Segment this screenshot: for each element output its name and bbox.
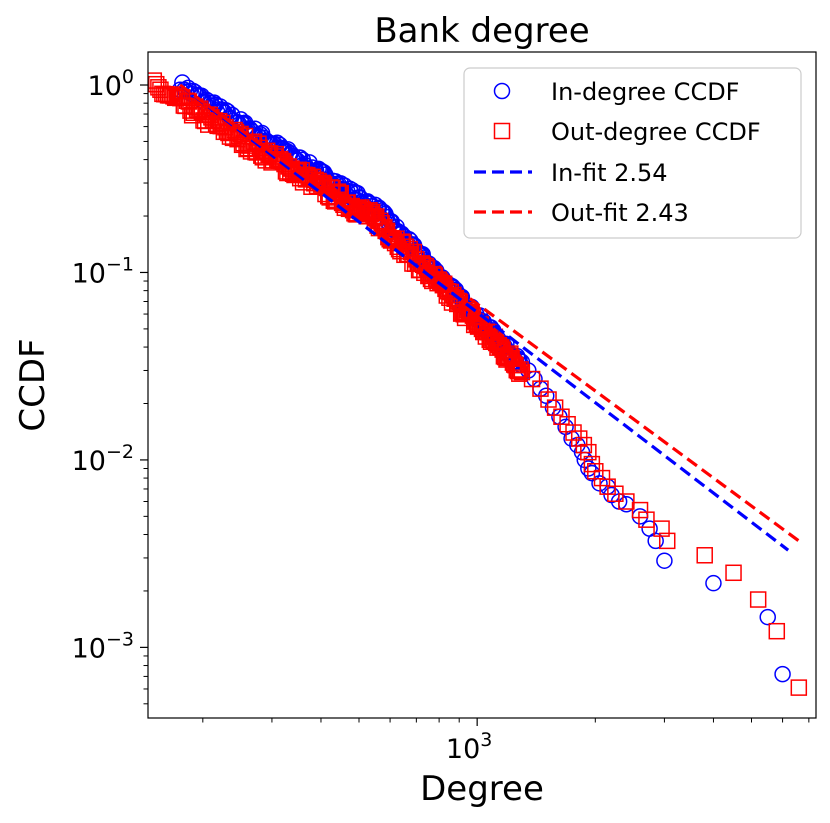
in-degree-point	[759, 608, 776, 626]
axes-frame	[147, 51, 817, 719]
out-degree-point	[631, 501, 649, 519]
out-degree-point	[653, 520, 670, 537]
out-degree-point	[768, 622, 786, 640]
out-degree-point	[749, 591, 767, 608]
axis-ticks: 100 10−1 10−2 10−3 103	[72, 66, 810, 765]
y-tick-label: 10−3	[72, 628, 134, 664]
out-degree-point	[580, 443, 597, 461]
y-axis-label: CCDF	[13, 338, 53, 431]
y-tick-label: 10−2	[72, 441, 134, 477]
legend-in-degree-marker	[493, 82, 511, 100]
legend-label: In-degree CCDF	[551, 78, 739, 106]
out-degree-point	[559, 415, 576, 433]
out-degree-point	[658, 532, 676, 550]
legend-frame	[463, 67, 802, 239]
out-fit-line	[179, 83, 800, 543]
out-degree-point	[618, 493, 635, 510]
out-degree-dense-point	[372, 212, 389, 230]
out-degree-dense-point	[511, 365, 528, 382]
out-degree-dense-point	[512, 361, 529, 378]
legend-label: Out-degree CCDF	[551, 118, 761, 146]
x-axis-label: Degree	[420, 769, 544, 809]
in-degree-point	[647, 532, 664, 550]
out-degree-point	[565, 424, 582, 441]
y-tick-label: 10−1	[72, 253, 134, 289]
out-degree-point	[523, 370, 541, 388]
legend-out-degree-marker	[493, 122, 511, 140]
out-degree-point	[725, 564, 742, 582]
out-degree-point	[638, 511, 655, 528]
out-degree-dense-point	[148, 72, 163, 89]
in-degree-point	[774, 665, 791, 683]
chart-title: Bank degree	[374, 11, 589, 51]
x-tick-label: 103	[446, 729, 492, 765]
out-degree-point	[570, 430, 588, 447]
out-degree-point	[696, 547, 713, 564]
legend: In-degree CCDF Out-degree CCDF In-fit 2.54…	[463, 67, 802, 239]
out-degree-point	[546, 399, 564, 416]
in-fit-line	[179, 83, 790, 552]
fit-lines	[179, 83, 800, 552]
out-degree-dense-point	[329, 183, 347, 200]
out-degree-dense-point	[502, 345, 519, 362]
data-marks	[148, 72, 808, 696]
in-degree-point	[656, 552, 673, 569]
y-tick-label: 100	[88, 66, 134, 102]
legend-label: Out-fit 2.43	[551, 199, 689, 227]
in-degree-point	[705, 574, 722, 592]
out-degree-point	[790, 679, 808, 696]
out-degree-point	[593, 469, 611, 487]
legend-label: In-fit 2.54	[551, 159, 668, 187]
